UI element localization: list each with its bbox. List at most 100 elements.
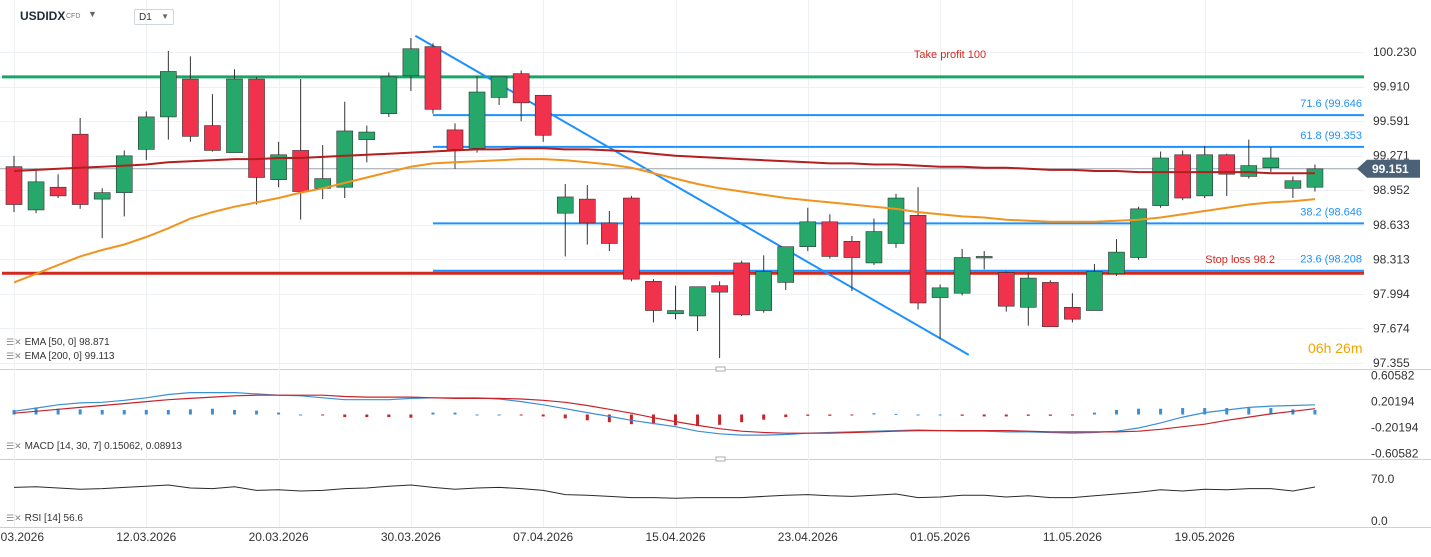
candle[interactable] — [843, 235, 861, 292]
candle[interactable] — [1042, 280, 1059, 328]
candle[interactable] — [292, 79, 309, 220]
chevron-down-icon: ▼ — [161, 12, 169, 21]
candle[interactable] — [380, 72, 398, 117]
candle[interactable] — [468, 75, 486, 153]
ema200-legend[interactable]: ☰✕ EMA [200, 0] 99.113 — [6, 351, 115, 362]
macd-histogram-bar — [563, 414, 567, 419]
rsi-legend-text: RSI [14] 56.6 — [24, 513, 83, 524]
candle[interactable] — [887, 193, 905, 248]
candle[interactable] — [1196, 146, 1213, 199]
take-profit-label: Take profit 100 — [914, 49, 986, 61]
macd-histogram-bar — [1115, 409, 1118, 415]
indicator-settings-icon[interactable]: ☰✕ — [6, 351, 22, 361]
candle[interactable] — [1306, 164, 1324, 192]
indicator-settings-icon[interactable]: ☰✕ — [6, 441, 22, 451]
candle[interactable] — [182, 56, 199, 142]
macd-tick-label: 0.20194 — [1371, 395, 1415, 409]
candle[interactable] — [755, 255, 773, 313]
candle[interactable] — [226, 69, 243, 153]
candle-body — [689, 286, 706, 317]
candle[interactable] — [358, 125, 376, 163]
timeframe-select[interactable]: D1 ▼ — [134, 9, 174, 25]
candle[interactable] — [975, 251, 993, 270]
candle[interactable] — [1064, 293, 1081, 323]
candle[interactable] — [446, 123, 464, 169]
ema50-legend[interactable]: ☰✕ EMA [50, 0] 98.871 — [6, 337, 110, 348]
macd-histogram-bar — [387, 414, 391, 418]
candle[interactable] — [556, 183, 574, 257]
price-tick-label: 98.952 — [1373, 183, 1410, 197]
candle[interactable] — [953, 248, 971, 296]
candle[interactable] — [512, 70, 530, 122]
candle[interactable] — [27, 168, 45, 214]
candle[interactable] — [799, 207, 817, 252]
candle[interactable] — [1130, 206, 1147, 260]
candle[interactable] — [424, 43, 442, 114]
macd-histogram-bar — [585, 414, 589, 421]
candle[interactable] — [314, 145, 332, 200]
rsi-line — [13, 484, 1316, 499]
candle[interactable] — [821, 214, 839, 259]
candle[interactable] — [1284, 176, 1302, 199]
macd-histogram-bar — [1225, 408, 1229, 415]
candle[interactable] — [997, 271, 1015, 312]
candle[interactable] — [1108, 239, 1125, 276]
candle-layer — [5, 37, 1324, 359]
candle[interactable] — [160, 50, 177, 140]
macd-histogram-bar — [828, 414, 832, 416]
macd-histogram-bar — [872, 413, 876, 415]
candle[interactable] — [711, 281, 728, 359]
candle-body — [182, 78, 199, 137]
macd-histogram-bar — [475, 414, 479, 416]
candle-body — [711, 285, 728, 293]
candle[interactable] — [534, 94, 552, 142]
date-tick-label: 15.04.2026 — [645, 530, 705, 544]
candle[interactable] — [777, 246, 795, 290]
candle[interactable] — [1174, 150, 1191, 201]
candle[interactable] — [248, 76, 265, 205]
candle-body — [248, 78, 265, 178]
candle[interactable] — [93, 188, 111, 239]
candle[interactable] — [204, 94, 221, 152]
candle[interactable] — [931, 284, 949, 339]
candle[interactable] — [49, 174, 67, 199]
candle[interactable] — [1086, 264, 1103, 311]
candle[interactable] — [1019, 272, 1037, 326]
candle[interactable] — [601, 211, 618, 252]
candle-body — [975, 256, 993, 259]
candle-body — [821, 221, 839, 257]
timeframe-value: D1 — [139, 12, 152, 23]
macd-histogram-bar — [1026, 414, 1030, 416]
macd-histogram-bar — [806, 414, 810, 416]
candle[interactable] — [578, 185, 596, 245]
candle[interactable] — [402, 37, 420, 91]
candle[interactable] — [115, 150, 133, 217]
macd-histogram-bar — [762, 414, 766, 420]
candle[interactable] — [909, 187, 927, 310]
candle[interactable] — [490, 76, 508, 106]
candle[interactable] — [5, 155, 23, 213]
macd-histogram-bar — [674, 414, 677, 426]
candle[interactable] — [865, 218, 883, 266]
candle[interactable] — [270, 141, 287, 188]
candle[interactable] — [623, 195, 640, 282]
macd-histogram-bar — [255, 410, 259, 415]
symbol-dropdown-icon[interactable]: ▼ — [88, 9, 97, 19]
candle[interactable] — [138, 111, 155, 161]
macd-legend[interactable]: ☰✕ MACD [14, 30, 7] 0.15062, 0.08913 — [6, 441, 182, 452]
candle[interactable] — [1262, 147, 1280, 173]
rsi-legend[interactable]: ☰✕ RSI [14] 56.6 — [6, 513, 83, 524]
indicator-settings-icon[interactable]: ☰✕ — [6, 337, 22, 347]
candle[interactable] — [689, 286, 706, 332]
candle-body — [512, 73, 530, 104]
candle[interactable] — [1218, 153, 1236, 196]
indicator-settings-icon[interactable]: ☰✕ — [6, 513, 22, 523]
symbol-name[interactable]: USDIDX — [20, 9, 66, 23]
candle[interactable] — [1152, 151, 1169, 208]
candle[interactable] — [71, 117, 89, 209]
candle[interactable] — [733, 260, 750, 316]
candle[interactable] — [667, 285, 684, 320]
candle[interactable] — [645, 279, 662, 323]
